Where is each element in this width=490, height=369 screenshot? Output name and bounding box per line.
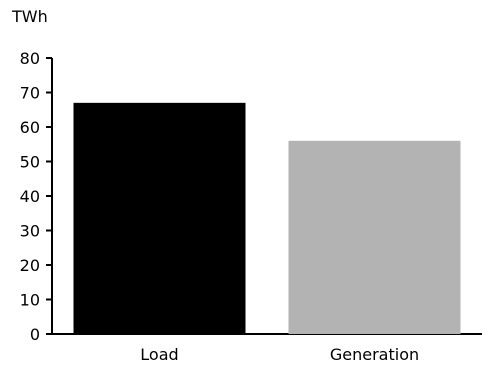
x-tick-label: Generation [330,345,419,364]
x-tick-labels: Load Generation [140,345,419,364]
y-tick-label: 20 [20,256,40,275]
bar-generation [288,140,461,334]
y-tick-label: 30 [20,222,40,241]
y-tick-label: 70 [20,84,40,103]
y-tick-label: 50 [20,153,40,172]
y-axis: 0 10 20 30 40 50 60 70 80 [20,49,53,344]
y-tick-label: 60 [20,118,40,137]
bars [73,102,461,334]
y-unit-label: TWh [11,7,48,26]
x-tick-label: Load [140,345,178,364]
y-tick-label: 40 [20,187,40,206]
y-tick-label: 0 [30,325,40,344]
bar-load [73,102,246,334]
y-tick-label: 10 [20,291,40,310]
y-tick-label: 80 [20,49,40,68]
